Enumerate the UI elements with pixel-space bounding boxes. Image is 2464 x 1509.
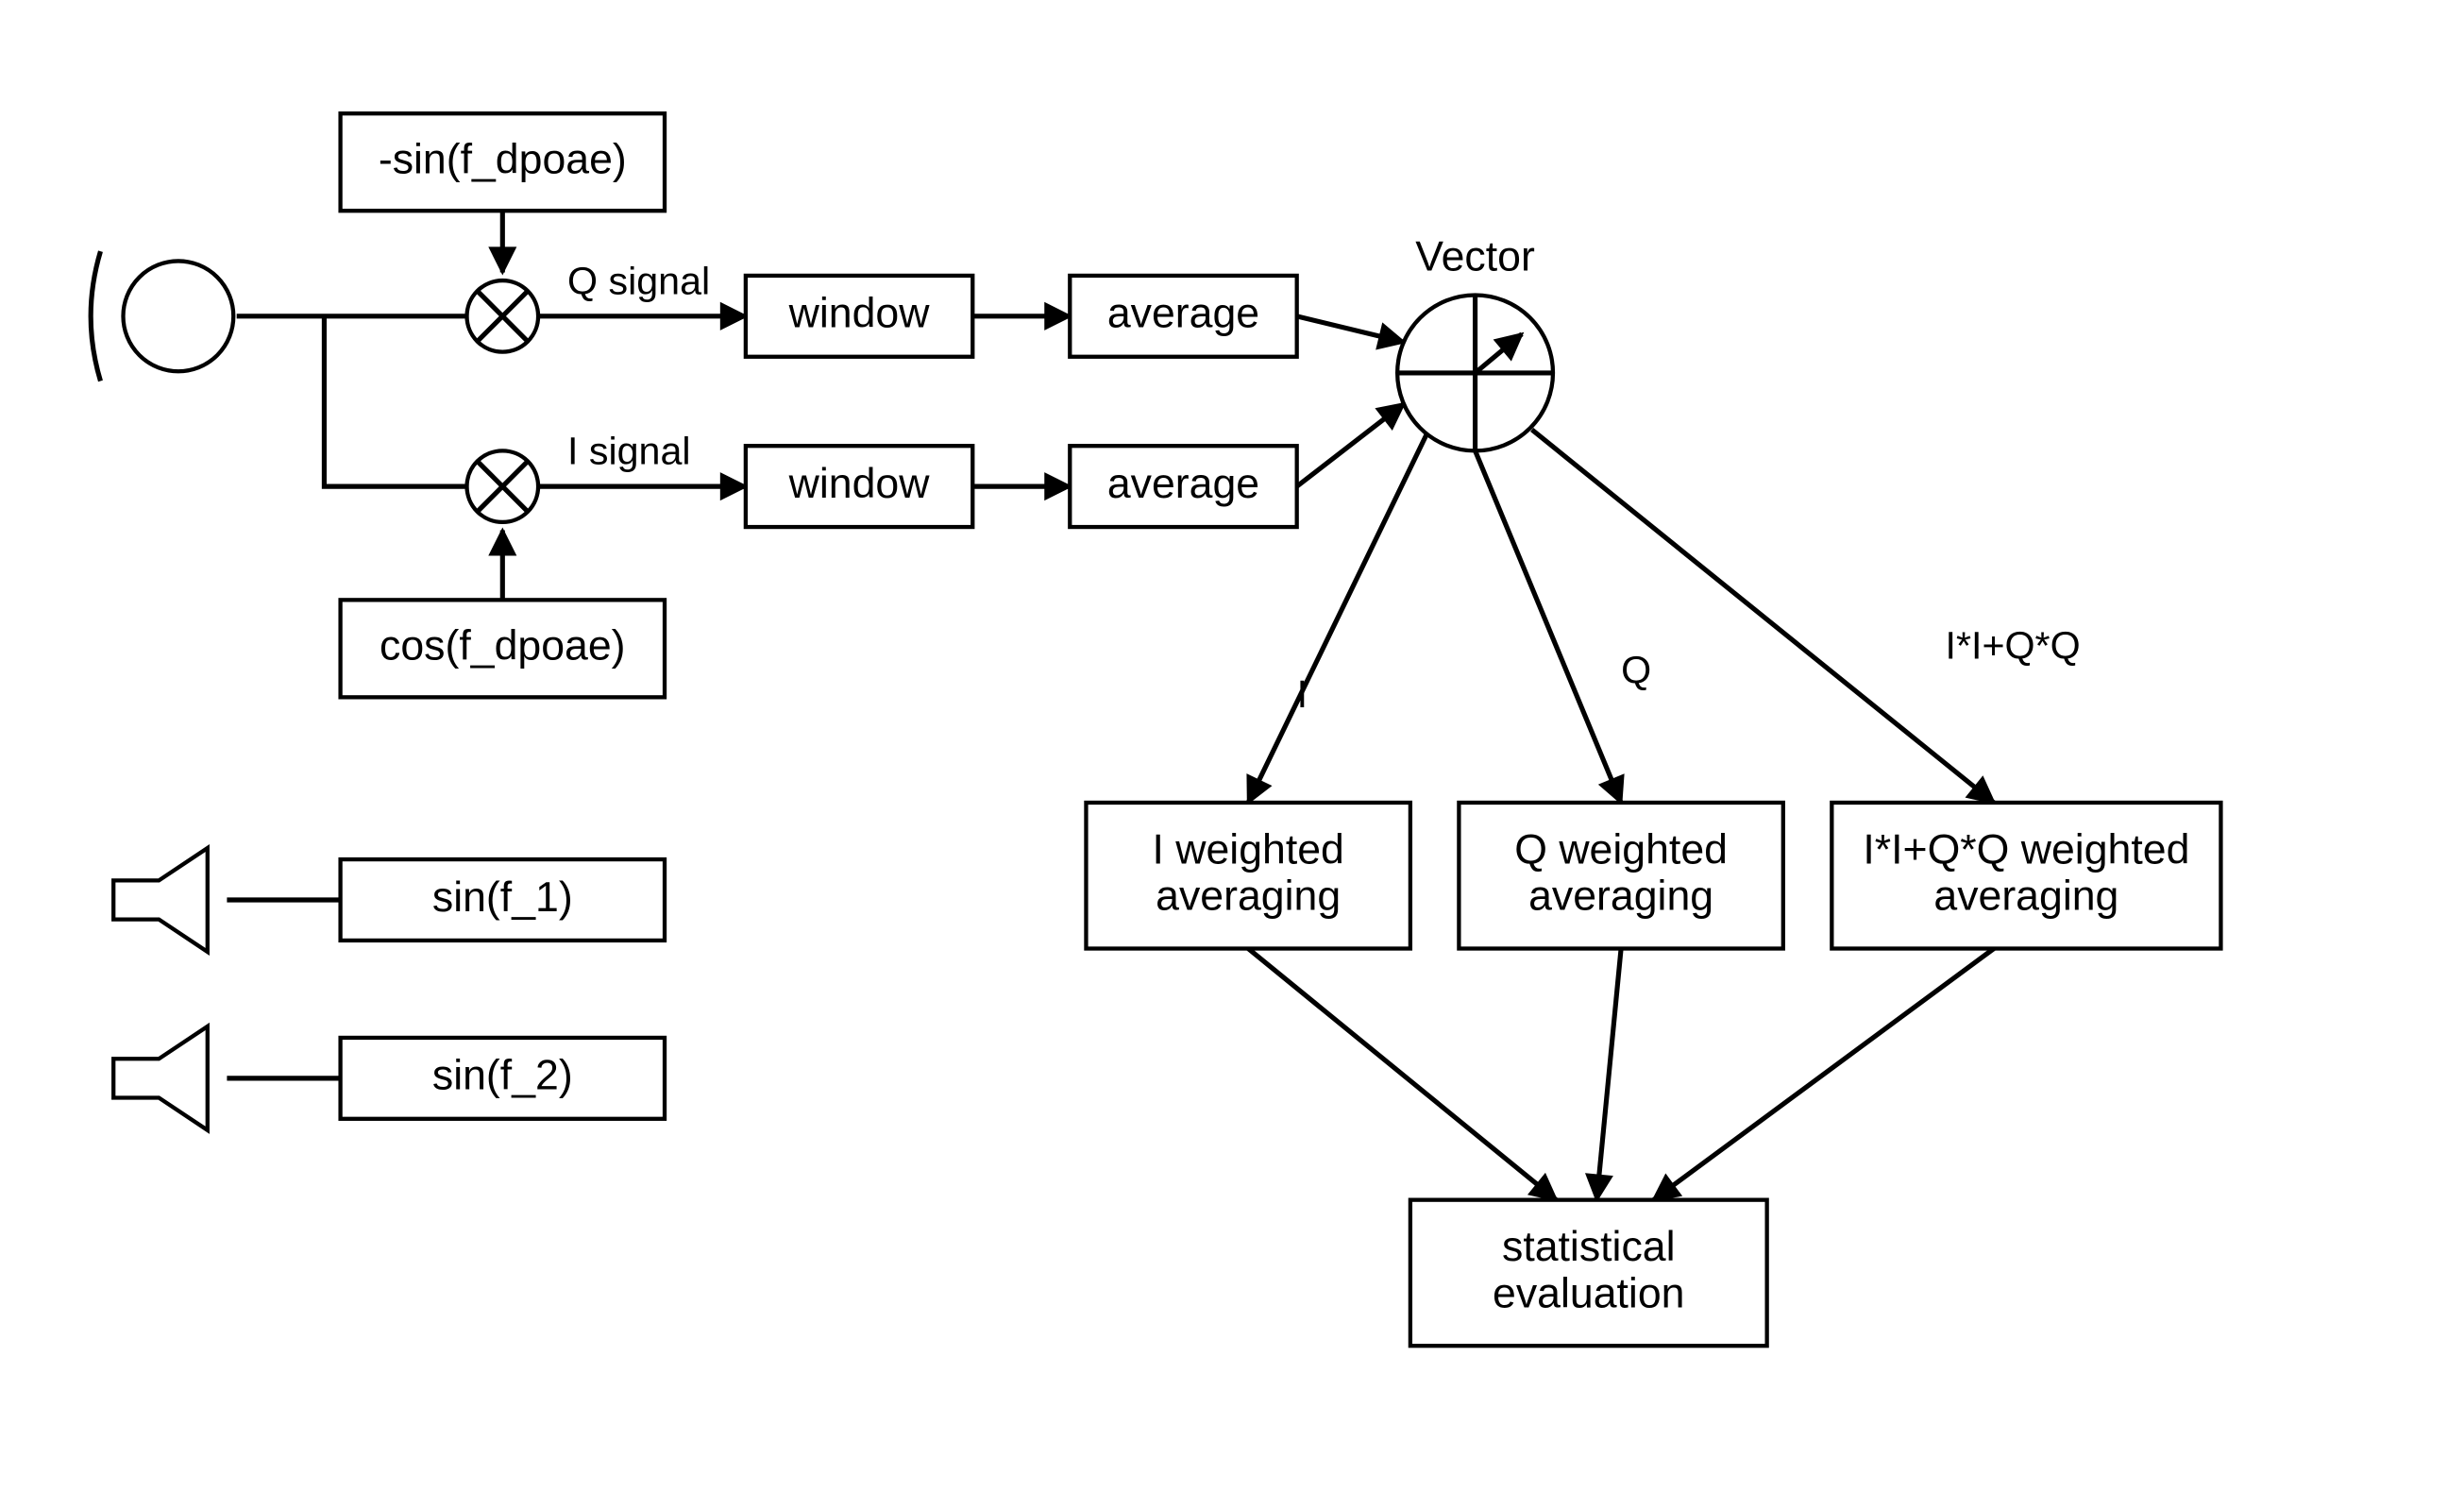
sin2-label: sin(f_2) <box>432 1053 573 1099</box>
edge-iqw <box>1653 949 1994 1200</box>
mic-bracket <box>91 251 100 381</box>
avgQ-label: average <box>1107 291 1259 337</box>
mic-icon <box>124 261 234 371</box>
vector-label: Vector <box>1415 234 1535 280</box>
qw-label: averaging <box>1528 873 1713 920</box>
spk2-icon <box>113 1026 208 1130</box>
edge-avgQ <box>1297 316 1404 342</box>
iw-label: averaging <box>1156 873 1341 920</box>
stat-label: statistical <box>1502 1224 1676 1270</box>
winI-label: window <box>788 461 931 507</box>
iw-label: I weighted <box>1152 826 1343 873</box>
annotation-i_signal: I signal <box>567 430 691 473</box>
qw-label: Q weighted <box>1514 826 1728 873</box>
neg_sin-label: -sin(f_dpoae) <box>379 137 627 183</box>
annotation-i_lbl: I <box>1297 672 1308 716</box>
stat-label: evaluation <box>1493 1270 1684 1316</box>
edge-avgI <box>1297 404 1404 487</box>
signal-processing-flowchart: -sin(f_dpoae) cos(f_dpoae) sin(f_1) sin(f_2… <box>0 0 2464 1508</box>
annotation-q_lbl: Q <box>1621 648 1651 691</box>
winQ-label: window <box>788 291 931 337</box>
edge-qw <box>1596 949 1621 1200</box>
annotation-q_signal: Q signal <box>567 259 710 302</box>
edge-mic <box>324 316 466 486</box>
edge-vector <box>1532 430 1994 803</box>
edge-iw <box>1248 949 1556 1200</box>
iqw-label: averaging <box>1933 873 2118 920</box>
cos-label: cos(f_dpoae) <box>380 623 625 670</box>
edge-vector <box>1476 450 1622 803</box>
iqw-label: I*I+Q*Q weighted <box>1863 826 2189 873</box>
sin1-label: sin(f_1) <box>432 874 573 921</box>
avgI-label: average <box>1107 461 1259 507</box>
annotation-iq_lbl: I*I+Q*Q <box>1946 624 2081 668</box>
spk1-icon <box>113 848 208 952</box>
